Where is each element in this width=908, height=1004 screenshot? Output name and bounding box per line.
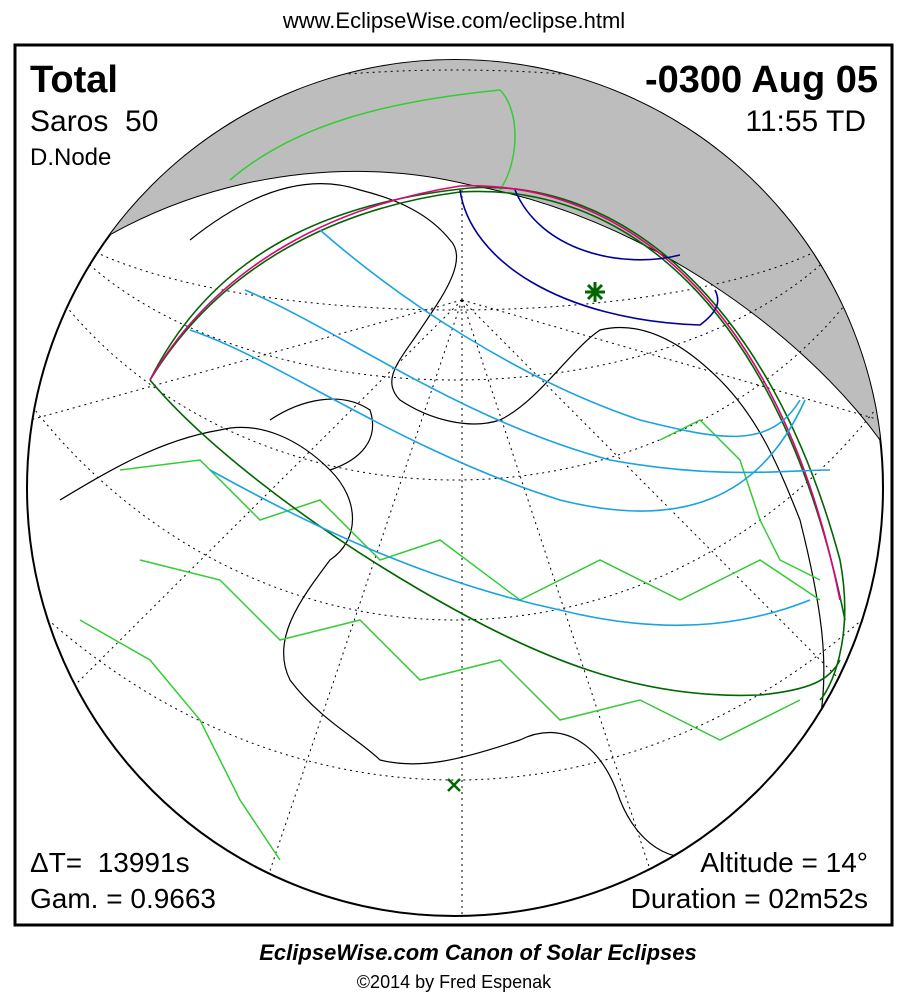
greatest-duration-marker [447, 778, 461, 792]
saros: Saros 50 [30, 105, 158, 138]
gamma: Gam. = 0.9663 [30, 883, 216, 914]
footer-title: EclipseWise.com Canon of Solar Eclipses [259, 940, 697, 965]
frame [13, 43, 894, 927]
coastlines [59, 183, 825, 859]
time: 11:55 TD [745, 105, 866, 138]
date: -0300 Aug 05 [645, 59, 878, 101]
altitude: Altitude = 14° [700, 847, 868, 878]
map [26, 59, 884, 917]
borders [79, 89, 821, 861]
eclipse-paths [149, 185, 846, 701]
url: www.EclipseWise.com/eclipse.html [282, 8, 625, 33]
eclipse-type: Total [30, 59, 118, 101]
copyright: ©2014 by Fred Espenak [357, 972, 552, 992]
delta-t: ΔT= 13991s [30, 847, 190, 878]
max-eclipse-marker [585, 282, 605, 302]
duration: Duration = 02m52s [631, 883, 868, 914]
node: D.Node [30, 144, 111, 171]
